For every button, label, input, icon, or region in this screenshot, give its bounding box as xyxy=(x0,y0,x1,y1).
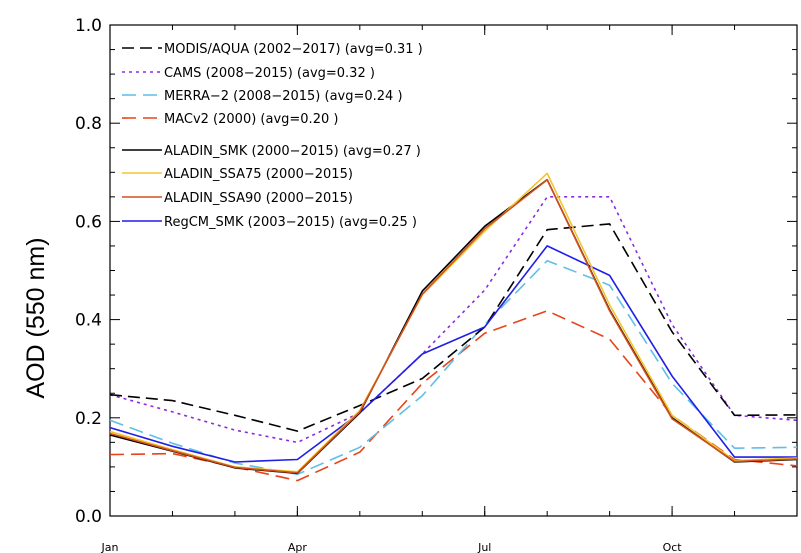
legend-label: ALADIN_SSA90 (2000−2015) xyxy=(164,191,353,206)
y-tick-label: 0.2 xyxy=(75,409,102,429)
series-line xyxy=(109,259,798,476)
y-tick-label: 0.4 xyxy=(75,311,102,331)
x-tick-label: Jan xyxy=(101,541,119,553)
x-tick-label: Oct xyxy=(663,541,683,553)
series-line xyxy=(109,223,798,432)
x-tick-label: Apr xyxy=(288,541,308,553)
legend-label: ALADIN_SSA75 (2000−2015) xyxy=(164,167,353,182)
series-line xyxy=(109,178,798,474)
y-tick-label: 0.0 xyxy=(75,507,102,527)
y-tick-label: 0.8 xyxy=(75,114,102,134)
legend-label: RegCM_SMK (2003−2015) (avg=0.25 ) xyxy=(164,215,417,230)
series-line xyxy=(109,309,798,482)
y-tick-label: 0.6 xyxy=(75,212,102,232)
y-axis-label: AOD (550 nm) xyxy=(22,237,50,398)
y-tick-label: 1.0 xyxy=(75,16,102,36)
legend-label: MODIS/AQUA (2002−2017) (avg=0.31 ) xyxy=(164,42,423,57)
legend-label: MACv2 (2000) (avg=0.20 ) xyxy=(164,112,338,127)
legend-label: ALADIN_SMK (2000−2015) (avg=0.27 ) xyxy=(164,144,421,159)
axes: 0.0 0.2 0.4 0.6 0.8 1.0 Jan Apr Jul Oct xyxy=(75,16,798,553)
series-line xyxy=(109,245,797,463)
legend: MODIS/AQUA (2002−2017) (avg=0.31 ) CAMS (… xyxy=(122,42,423,230)
series-line xyxy=(109,196,798,444)
legend-label: CAMS (2008−2015) (avg=0.32 ) xyxy=(164,66,375,81)
series-lines xyxy=(109,172,798,482)
x-tick-label: Jul xyxy=(477,541,491,553)
legend-label: MERRA−2 (2008−2015) (avg=0.24 ) xyxy=(164,89,403,104)
